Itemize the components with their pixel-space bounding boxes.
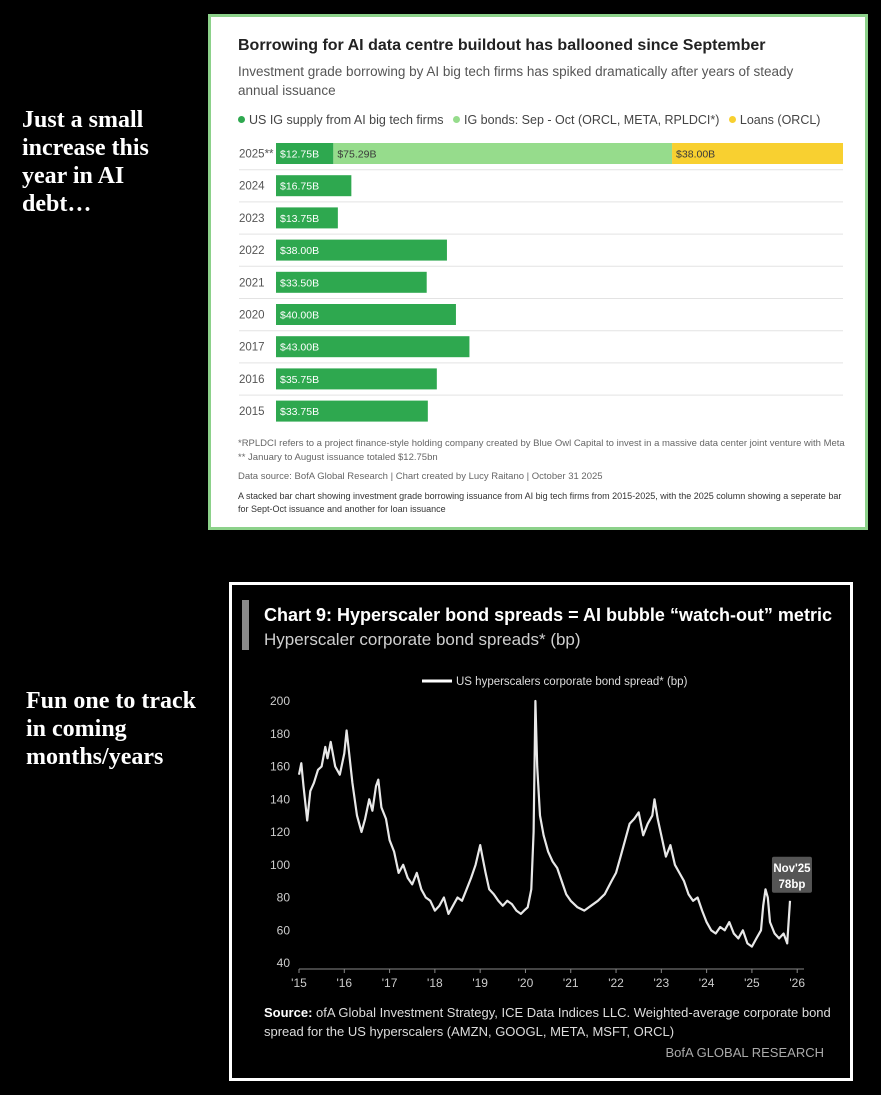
- legend-label: US hyperscalers corporate bond spread* (…: [456, 676, 688, 688]
- spread-chart-panel: Chart 9: Hyperscaler bond spreads = AI b…: [229, 582, 853, 1081]
- legend-item-us-ig: US IG supply from AI big tech firms: [238, 113, 444, 127]
- data-label: $13.75B: [280, 213, 319, 225]
- brand-label: BofA GLOBAL RESEARCH: [665, 1045, 824, 1060]
- y-tick-label: 120: [270, 825, 290, 839]
- legend-dot-icon: [238, 116, 245, 123]
- category-label: 2020: [239, 310, 265, 322]
- chart-footnote: *RPLDCI refers to a project finance-styl…: [238, 438, 845, 463]
- category-label: 2015: [239, 406, 265, 418]
- bar-segment: [276, 271, 427, 293]
- chart-title: Borrowing for AI data centre buildout ha…: [238, 37, 766, 54]
- category-label: 2023: [239, 213, 265, 225]
- borrowing-chart-panel: Borrowing for AI data centre buildout ha…: [208, 14, 868, 530]
- source-text: ofA Global Investment Strategy, ICE Data…: [264, 1005, 831, 1039]
- bar-segment: [276, 175, 352, 197]
- chart-legend: US IG supply from AI big tech firms IG b…: [238, 112, 826, 127]
- x-tick-label: '22: [608, 976, 624, 990]
- annotation-date: Nov'25: [773, 863, 811, 875]
- x-tick-label: '15: [291, 976, 307, 990]
- data-label: $40.00B: [280, 310, 319, 322]
- bar-segment: [276, 143, 334, 164]
- legend-item-loans: Loans (ORCL): [728, 112, 821, 127]
- category-label: 2021: [239, 277, 265, 289]
- y-tick-label: 100: [270, 858, 290, 872]
- chart-title: Chart 9: Hyperscaler bond spreads = AI b…: [264, 605, 832, 625]
- bar-segment: [276, 400, 428, 422]
- legend-label: Loans (ORCL): [739, 112, 821, 127]
- x-tick-label: '23: [654, 976, 670, 990]
- y-tick-label: 180: [270, 727, 290, 741]
- chart-description: A stacked bar chart showing investment g…: [238, 491, 842, 514]
- annotation-value: 78bp: [779, 879, 806, 891]
- bar-chart: 2025** $12.75B $75.29B $38.00B 2024 $16.75B 20…: [239, 143, 843, 422]
- bar-segment: [672, 143, 843, 164]
- bar-segment: [276, 336, 470, 358]
- x-tick-label: '21: [563, 976, 579, 990]
- category-label: 2024: [239, 181, 265, 193]
- source-label: Source:: [264, 1005, 313, 1020]
- x-tick-label: '18: [427, 976, 443, 990]
- bar-segment: [276, 207, 338, 229]
- title-accent-bar: [242, 600, 249, 650]
- bar-segment: [276, 304, 456, 325]
- bar-segment: [276, 368, 437, 390]
- annotation-box: [771, 856, 812, 893]
- legend-label: IG bonds: Sep - Oct (ORCL, META, RPLDCI*…: [464, 112, 720, 127]
- x-tick-label: '20: [518, 976, 534, 990]
- category-label: 2017: [239, 342, 265, 354]
- data-label: $16.75B: [280, 181, 319, 193]
- y-tick-label: 60: [277, 923, 291, 937]
- category-label: 2022: [239, 245, 265, 257]
- y-tick-label: 160: [270, 760, 290, 774]
- x-tick-label: '16: [336, 976, 352, 990]
- caption-ai-debt: Just a small increase this year in AI de…: [22, 107, 149, 217]
- y-tick-label: 200: [270, 694, 290, 708]
- chart-source: Source: ofA Global Investment Strategy, …: [264, 1003, 834, 1041]
- data-label: $33.75B: [280, 406, 319, 418]
- legend-item-ig-bonds: IG bonds: Sep - Oct (ORCL, META, RPLDCI*…: [453, 113, 719, 127]
- data-label: $12.75B: [280, 149, 319, 161]
- chart-subtitle: Investment grade borrowing by AI big tec…: [238, 64, 794, 98]
- data-label: $43.00B: [280, 342, 319, 354]
- bar-segment: [276, 239, 447, 261]
- data-label: $75.29B: [337, 149, 376, 161]
- category-label: 2016: [239, 374, 265, 386]
- bar-segment: [333, 143, 673, 164]
- x-tick-label: '24: [699, 976, 715, 990]
- line-chart: 40 60 80 100 120 140 160 180 200 '15 '16 '17 '18 '19 '…: [270, 676, 812, 990]
- x-tick-label: '25: [744, 976, 760, 990]
- data-label: $38.00B: [676, 149, 715, 161]
- x-tick-label: '19: [472, 976, 488, 990]
- y-tick-label: 40: [277, 956, 291, 970]
- data-label: $33.50B: [280, 277, 319, 289]
- chart-subtitle: Hyperscaler corporate bond spreads* (bp): [264, 630, 581, 649]
- caption-track: Fun one to track in coming months/years: [26, 688, 196, 770]
- x-tick-label: '17: [382, 976, 398, 990]
- y-tick-label: 80: [277, 891, 291, 905]
- data-label: $35.75B: [280, 374, 319, 386]
- legend-label: US IG supply from AI big tech firms: [249, 112, 444, 127]
- legend-dot-icon: [728, 116, 736, 123]
- x-tick-label: '26: [789, 976, 805, 990]
- data-label: $38.00B: [280, 245, 319, 257]
- legend-dot-icon: [453, 116, 460, 123]
- category-label: 2025**: [239, 149, 274, 161]
- series-line: [297, 699, 792, 948]
- y-tick-label: 140: [270, 792, 290, 806]
- chart-source: Data source: BofA Global Research | Char…: [238, 471, 603, 482]
